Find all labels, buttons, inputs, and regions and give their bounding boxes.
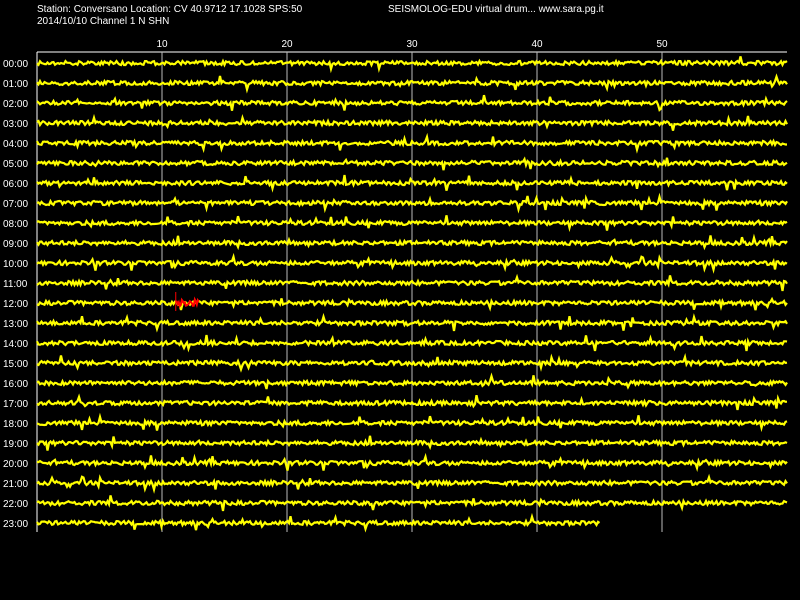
trace-row	[36, 312, 788, 333]
trace-row	[36, 192, 788, 214]
trace-row	[36, 452, 788, 472]
event-trace	[175, 296, 200, 309]
hour-label: 07:00	[3, 199, 28, 210]
hour-label: 13:00	[3, 319, 28, 330]
trace-row	[36, 132, 787, 154]
minute-label: 50	[656, 39, 668, 50]
trace-row	[36, 473, 788, 494]
hour-label: 02:00	[3, 99, 28, 110]
hour-label: 00:00	[3, 59, 28, 70]
hour-label: 19:00	[3, 439, 28, 450]
hour-label: 11:00	[3, 279, 28, 290]
trace-row	[36, 512, 601, 533]
hour-label: 04:00	[3, 139, 28, 150]
hour-label: 12:00	[3, 299, 28, 310]
hour-label: 23:00	[3, 519, 28, 530]
hour-label: 03:00	[3, 119, 28, 130]
trace-row	[36, 273, 788, 292]
hour-label: 16:00	[3, 379, 28, 390]
trace-row	[36, 113, 788, 131]
hour-label: 09:00	[3, 239, 28, 250]
trace-row	[36, 372, 788, 390]
minute-label: 20	[281, 39, 293, 50]
minute-tick-labels: 10 20 30 40 50	[156, 39, 668, 50]
trace-row	[36, 393, 788, 411]
hour-label: 01:00	[3, 79, 28, 90]
trace-row	[36, 73, 788, 94]
hour-label: 05:00	[3, 159, 28, 170]
trace-row	[36, 174, 788, 193]
hour-label: 18:00	[3, 419, 28, 430]
trace-row	[36, 412, 788, 433]
seismic-traces	[36, 56, 788, 533]
hour-label: 06:00	[3, 179, 28, 190]
trace-row	[36, 352, 788, 373]
trace-row	[36, 435, 788, 451]
minute-label: 30	[406, 39, 418, 50]
hour-label: 21:00	[3, 479, 28, 490]
hour-label: 10:00	[3, 259, 28, 270]
trace-row	[36, 252, 788, 274]
trace-row	[36, 334, 788, 353]
trace-row	[36, 495, 788, 512]
trace-row	[36, 296, 788, 312]
hour-labels: 00:00 01:00 02:00 03:00 04:00 05:00 06:00 07:00…	[3, 59, 28, 530]
minute-label: 40	[531, 39, 543, 50]
hour-label: 08:00	[3, 219, 28, 230]
hour-label: 22:00	[3, 499, 28, 510]
trace-row	[36, 94, 788, 112]
hour-label: 15:00	[3, 359, 28, 370]
minute-label: 10	[156, 39, 168, 50]
minute-gridlines	[36, 51, 787, 532]
software-site-info: SEISMOLOG-EDU virtual drum... www.sara.p…	[388, 4, 604, 15]
date-channel-info: 2014/10/10 Channel 1 N SHN	[37, 16, 170, 27]
hour-label: 17:00	[3, 399, 28, 410]
trace-row	[36, 56, 788, 74]
hour-label: 20:00	[3, 459, 28, 470]
trace-row	[36, 215, 788, 233]
hour-label: 14:00	[3, 339, 28, 350]
station-info: Station: Conversano Location: CV 40.9712…	[37, 4, 303, 15]
trace-row	[36, 233, 788, 251]
trace-row	[36, 156, 788, 171]
